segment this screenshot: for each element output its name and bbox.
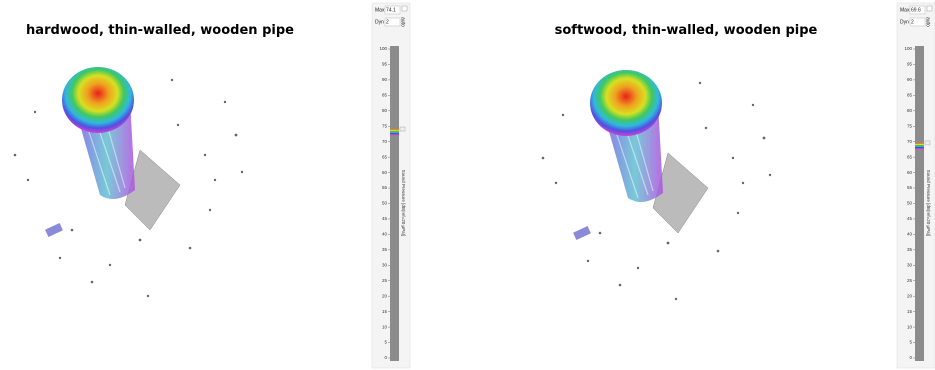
tick-label: 30 <box>907 262 913 267</box>
tick-label: 50 <box>382 201 388 206</box>
dyn-value: 2 <box>911 19 914 25</box>
auto-label: auto <box>925 17 931 27</box>
dyn-value: 2 <box>386 19 389 25</box>
panel-title: hardwood, thin-walled, wooden pipe <box>26 23 294 38</box>
tick-label: 60 <box>907 170 913 175</box>
tick-label: 70 <box>907 139 913 144</box>
tick-label: 25 <box>907 278 913 283</box>
max-label: Max <box>375 7 385 13</box>
tick-label: 20 <box>907 293 913 298</box>
tick-label: 60 <box>382 170 388 175</box>
tick-label: 75 <box>907 123 913 128</box>
tick-label: 35 <box>907 247 913 252</box>
dyn-label: Dyn <box>900 19 909 25</box>
scale-bar <box>390 46 399 361</box>
max-value: 74.1 <box>386 7 396 13</box>
panel-title: softwood, thin-walled, wooden pipe <box>555 23 818 38</box>
max-value: 69.6 <box>911 7 921 13</box>
tick-label: 85 <box>382 93 388 98</box>
range-band <box>915 145 924 146</box>
range-band <box>915 146 924 147</box>
tick-label: 15 <box>382 309 388 314</box>
tick-label: 40 <box>907 232 913 237</box>
auto-label: auto <box>400 17 406 27</box>
tick-label: 45 <box>382 216 388 221</box>
tick-label: 95 <box>907 62 913 67</box>
tick-label: 20 <box>382 293 388 298</box>
range-band <box>915 147 924 148</box>
tick-label: 100 <box>904 46 912 51</box>
tick-label: 50 <box>907 201 913 206</box>
tick-label: 30 <box>382 262 388 267</box>
range-band <box>390 131 399 132</box>
axis-label: Sound Pressure [dB(ref=20 µPa)] <box>926 170 931 237</box>
canvas: hardwood, thin-walled, wooden pipeMax74.… <box>0 0 935 370</box>
auto-checkbox[interactable] <box>927 6 932 11</box>
tick-label: 100 <box>379 46 387 51</box>
tick-label: 80 <box>382 108 388 113</box>
auto-checkbox[interactable] <box>402 6 407 11</box>
tick-label: 35 <box>382 247 388 252</box>
tick-label: 95 <box>382 62 388 67</box>
range-band <box>915 148 924 149</box>
tick-label: 80 <box>907 108 913 113</box>
tick-label: 15 <box>907 309 913 314</box>
tick-label: 65 <box>907 154 913 159</box>
tick-label: 90 <box>382 77 388 82</box>
range-band <box>390 133 399 134</box>
range-band <box>390 132 399 133</box>
dyn-label: Dyn <box>375 19 384 25</box>
tick-label: 65 <box>382 154 388 159</box>
range-handle[interactable] <box>925 141 930 145</box>
max-label: Max <box>900 7 910 13</box>
sound-map <box>542 70 772 300</box>
range-band <box>390 129 399 130</box>
tick-label: 85 <box>907 93 913 98</box>
tick-label: 40 <box>382 232 388 237</box>
scale-bar <box>915 46 924 361</box>
sound-map <box>14 67 244 297</box>
tick-label: 90 <box>907 77 913 82</box>
tick-label: 45 <box>907 216 913 221</box>
range-band <box>915 144 924 145</box>
tick-label: 25 <box>382 278 388 283</box>
tick-label: 55 <box>907 185 913 190</box>
tick-label: 10 <box>382 324 388 329</box>
tick-label: 75 <box>382 123 388 128</box>
range-band <box>390 130 399 131</box>
range-band <box>390 134 399 135</box>
tick-label: 10 <box>907 324 913 329</box>
screenshot: hardwood, thin-walled, wooden pipeMax74.… <box>0 0 935 370</box>
range-band <box>915 143 924 144</box>
range-handle[interactable] <box>400 127 405 131</box>
tick-label: 55 <box>382 185 388 190</box>
tick-label: 70 <box>382 139 388 144</box>
axis-label: Sound Pressure [dB(ref=20 µPa)] <box>401 170 406 237</box>
